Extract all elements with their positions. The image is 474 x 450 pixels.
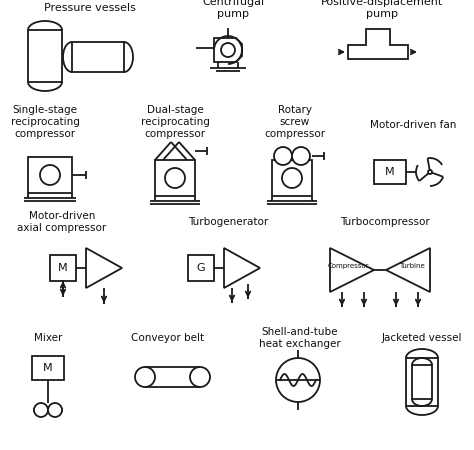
Text: M: M [385, 167, 395, 177]
Text: Rotary
screw
compressor: Rotary screw compressor [264, 104, 326, 140]
Bar [50, 255, 76, 281]
Circle shape [282, 168, 302, 188]
Text: M: M [43, 363, 53, 373]
Text: Centrifugal
pump: Centrifugal pump [202, 0, 264, 19]
Text: Turbocompressor: Turbocompressor [340, 217, 430, 227]
Bar [272, 160, 312, 196]
Bar [374, 160, 406, 184]
Bar [28, 157, 72, 193]
Text: M: M [58, 263, 68, 273]
Circle shape [221, 43, 235, 57]
Circle shape [274, 147, 292, 165]
Bar [72, 42, 124, 72]
Circle shape [292, 147, 310, 165]
Text: Jacketed vessel: Jacketed vessel [382, 333, 462, 343]
Circle shape [34, 403, 48, 417]
Circle shape [40, 165, 60, 185]
Text: G: G [197, 263, 205, 273]
Text: Mixer: Mixer [34, 333, 62, 343]
Text: Shell-and-tube
heat exchanger: Shell-and-tube heat exchanger [259, 327, 341, 349]
Circle shape [165, 168, 185, 188]
Text: Dual-stage
reciprocating
compressor: Dual-stage reciprocating compressor [141, 104, 210, 140]
Text: Turbogenerator: Turbogenerator [188, 217, 268, 227]
Bar [188, 255, 214, 281]
Text: Turbine: Turbine [399, 263, 425, 269]
Circle shape [428, 170, 432, 174]
Text: Single-stage
reciprocating
compressor: Single-stage reciprocating compressor [10, 104, 80, 140]
Bar [412, 365, 432, 399]
Text: Motor-driven
axial compressor: Motor-driven axial compressor [18, 211, 107, 233]
Bar [155, 160, 195, 196]
Text: Motor-driven fan: Motor-driven fan [370, 120, 456, 130]
Bar [28, 30, 62, 82]
Text: Pressure vessels: Pressure vessels [44, 3, 136, 13]
Circle shape [190, 367, 210, 387]
Text: Positive-displacement
pump: Positive-displacement pump [321, 0, 443, 19]
Circle shape [48, 403, 62, 417]
Bar [406, 358, 438, 406]
Circle shape [276, 358, 320, 402]
Bar [32, 356, 64, 380]
Circle shape [135, 367, 155, 387]
Text: Conveyor belt: Conveyor belt [131, 333, 205, 343]
Text: Compressor: Compressor [327, 263, 369, 269]
